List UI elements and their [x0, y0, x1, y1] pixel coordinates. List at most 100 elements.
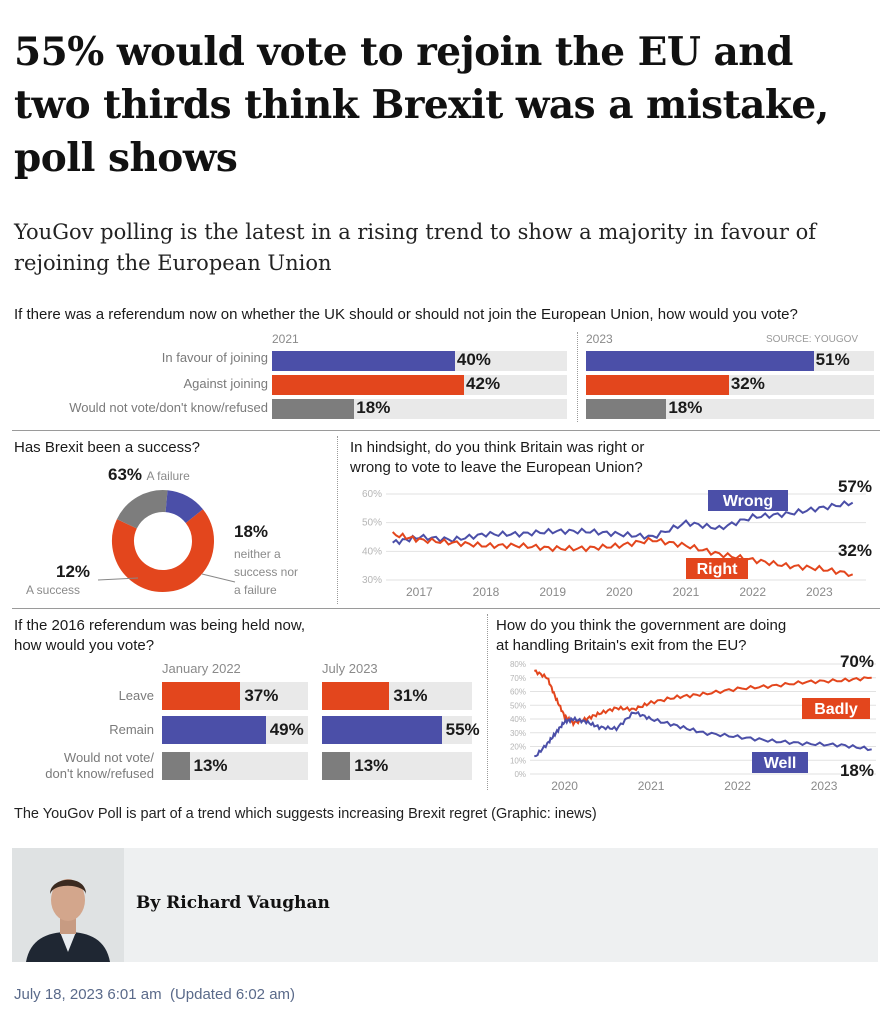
- hindsight-title-line-1: In hindsight, do you think Britain was r…: [350, 439, 645, 456]
- ref2016-jan2022-label: January 2022: [162, 661, 241, 676]
- join-bar-value: 51%: [815, 350, 850, 369]
- series-tag-bg-badly: [802, 698, 870, 719]
- ref2016-row-dontknow: Would not vote/ don't know/refused: [4, 750, 154, 782]
- divider-donut: [337, 436, 338, 604]
- x-tick-label: 2018: [473, 585, 500, 599]
- donut-slice-a: [112, 509, 214, 592]
- gov-title-line-2: at handling Britain's exit from the EU?: [496, 637, 747, 654]
- divider-ref: [487, 614, 488, 790]
- series-end-value-well: 18%: [840, 761, 874, 780]
- series-tag-bg-well: [752, 752, 808, 773]
- neither-line-2: success nor: [234, 565, 299, 579]
- divider-2: [12, 608, 880, 609]
- ref-bar-0: [162, 682, 241, 710]
- x-tick-label: 2019: [539, 585, 566, 599]
- y-tick-label: 50%: [510, 701, 526, 710]
- x-tick-label: 2023: [806, 585, 833, 599]
- y-tick-label: 80%: [510, 660, 526, 669]
- donut-chart: [112, 490, 214, 592]
- series-tag-well: Well: [764, 755, 797, 772]
- join-chart-title: If there was a referendum now on whether…: [14, 306, 798, 323]
- x-tick-label: 2022: [739, 585, 766, 599]
- failure-text: A failure: [146, 469, 190, 483]
- standfirst: YouGov polling is the latest in a rising…: [14, 220, 817, 275]
- ref-bar-value: 37%: [244, 686, 279, 705]
- join-row-label-against: Against joining: [183, 376, 268, 391]
- series-line-well: [534, 710, 872, 758]
- join-2021-label: 2021: [272, 332, 299, 346]
- author-photo-icon: [12, 848, 124, 962]
- ref-bar-value: 49%: [269, 720, 304, 739]
- x-tick-label: 2022: [724, 779, 751, 793]
- ref-bar-1: [322, 682, 390, 710]
- donut-title: Has Brexit been a success?: [14, 439, 200, 456]
- failure-value: 63%: [108, 465, 143, 484]
- gov-title-line-1: How do you think the government are doin…: [496, 617, 787, 634]
- join-bar-value: 40%: [456, 350, 491, 369]
- x-tick-label: 2020: [606, 585, 633, 599]
- join-bar-2023: [586, 351, 814, 371]
- x-tick-label: 2023: [811, 779, 838, 793]
- series-line-wrong: [392, 500, 854, 546]
- neither-line-1: neither a: [234, 547, 281, 561]
- series-tag-wrong: Wrong: [723, 493, 773, 510]
- neither-text: neither a success nor a failure: [234, 545, 298, 599]
- author-avatar[interactable]: [12, 848, 124, 962]
- y-tick-label: 40%: [362, 546, 382, 557]
- join-bar-value: 42%: [466, 374, 501, 393]
- join-bar-value: 18%: [356, 398, 391, 417]
- author-name[interactable]: By Richard Vaughan: [136, 893, 330, 913]
- neither-line-3: a failure: [234, 583, 277, 597]
- join-2023-label: 2023: [586, 332, 613, 346]
- donut-leader-lines: [97, 573, 236, 583]
- ref2016-row-leave: Leave: [118, 688, 154, 703]
- ref2016-title-line-2: how would you vote?: [14, 637, 155, 654]
- join-divider: [577, 332, 578, 422]
- series-line-right: [391, 531, 854, 578]
- join-bar-2023: [586, 399, 667, 419]
- series-end-value-badly: 70%: [840, 652, 874, 671]
- graphic-caption: The YouGov Poll is part of a trend which…: [14, 806, 597, 822]
- y-tick-label: 20%: [510, 743, 526, 752]
- series-end-value-right: 32%: [838, 541, 872, 560]
- ref2016-title: If the 2016 referendum was being held no…: [14, 616, 484, 656]
- headline: 55% would vote to rejoin the EU and two …: [14, 29, 829, 181]
- updated-text: (Updated 6:02 am): [169, 986, 296, 1003]
- y-tick-label: 60%: [510, 688, 526, 697]
- series-tag-right: Right: [697, 561, 739, 578]
- publish-date-text: July 18, 2023 6:01 am: [14, 986, 162, 1003]
- x-tick-label: 2017: [406, 585, 433, 599]
- ref2016-title-line-1: If the 2016 referendum was being held no…: [14, 617, 306, 634]
- join-row-label-dontknow: Would not vote/don't know/refused: [69, 400, 268, 415]
- ref-bar-value: 13%: [354, 756, 389, 775]
- success-value: 12%: [56, 562, 91, 581]
- ref-bar-1: [322, 716, 442, 744]
- publish-date: July 18, 2023 6:01 am (Updated 6:02 am): [14, 986, 295, 1003]
- y-tick-label: 60%: [362, 489, 382, 500]
- hindsight-title: In hindsight, do you think Britain was r…: [350, 438, 870, 478]
- join-bar-2021: [272, 351, 455, 371]
- y-tick-label: 30%: [362, 575, 382, 586]
- x-tick-label: 2020: [551, 779, 578, 793]
- divider-1: [12, 430, 880, 431]
- join-bar-2023: [586, 375, 729, 395]
- neither-leader: [201, 573, 236, 583]
- donut-slice-a: [164, 490, 203, 524]
- join-bar-2021: [272, 375, 465, 395]
- y-tick-label: 0%: [514, 770, 526, 779]
- join-bar-2021: [272, 399, 355, 419]
- series-end-value-wrong: 57%: [838, 480, 872, 496]
- ref-bar-0: [162, 716, 266, 744]
- ref-bar-value: 31%: [393, 686, 428, 705]
- y-tick-label: 50%: [362, 518, 382, 529]
- join-bar-value: 18%: [668, 398, 703, 417]
- ref2016-row-dontknow-line-2: don't know/refused: [45, 766, 154, 781]
- hindsight-title-line-2: wrong to vote to leave the European Unio…: [350, 459, 643, 476]
- donut-slice-neither: [116, 490, 168, 530]
- gov-chart: 80% 70% 60% 50% 40% 30% 20% 10% 0% 2020 2021 2022 20…: [510, 652, 876, 793]
- neither-value: 18%: [234, 522, 269, 541]
- ref2016-jul2023-label: July 2023: [322, 661, 378, 676]
- ref2016-row-dontknow-line-1: Would not vote/: [63, 750, 154, 765]
- x-tick-label: 2021: [673, 585, 700, 599]
- failure-label-group: 63% A failure: [108, 465, 190, 485]
